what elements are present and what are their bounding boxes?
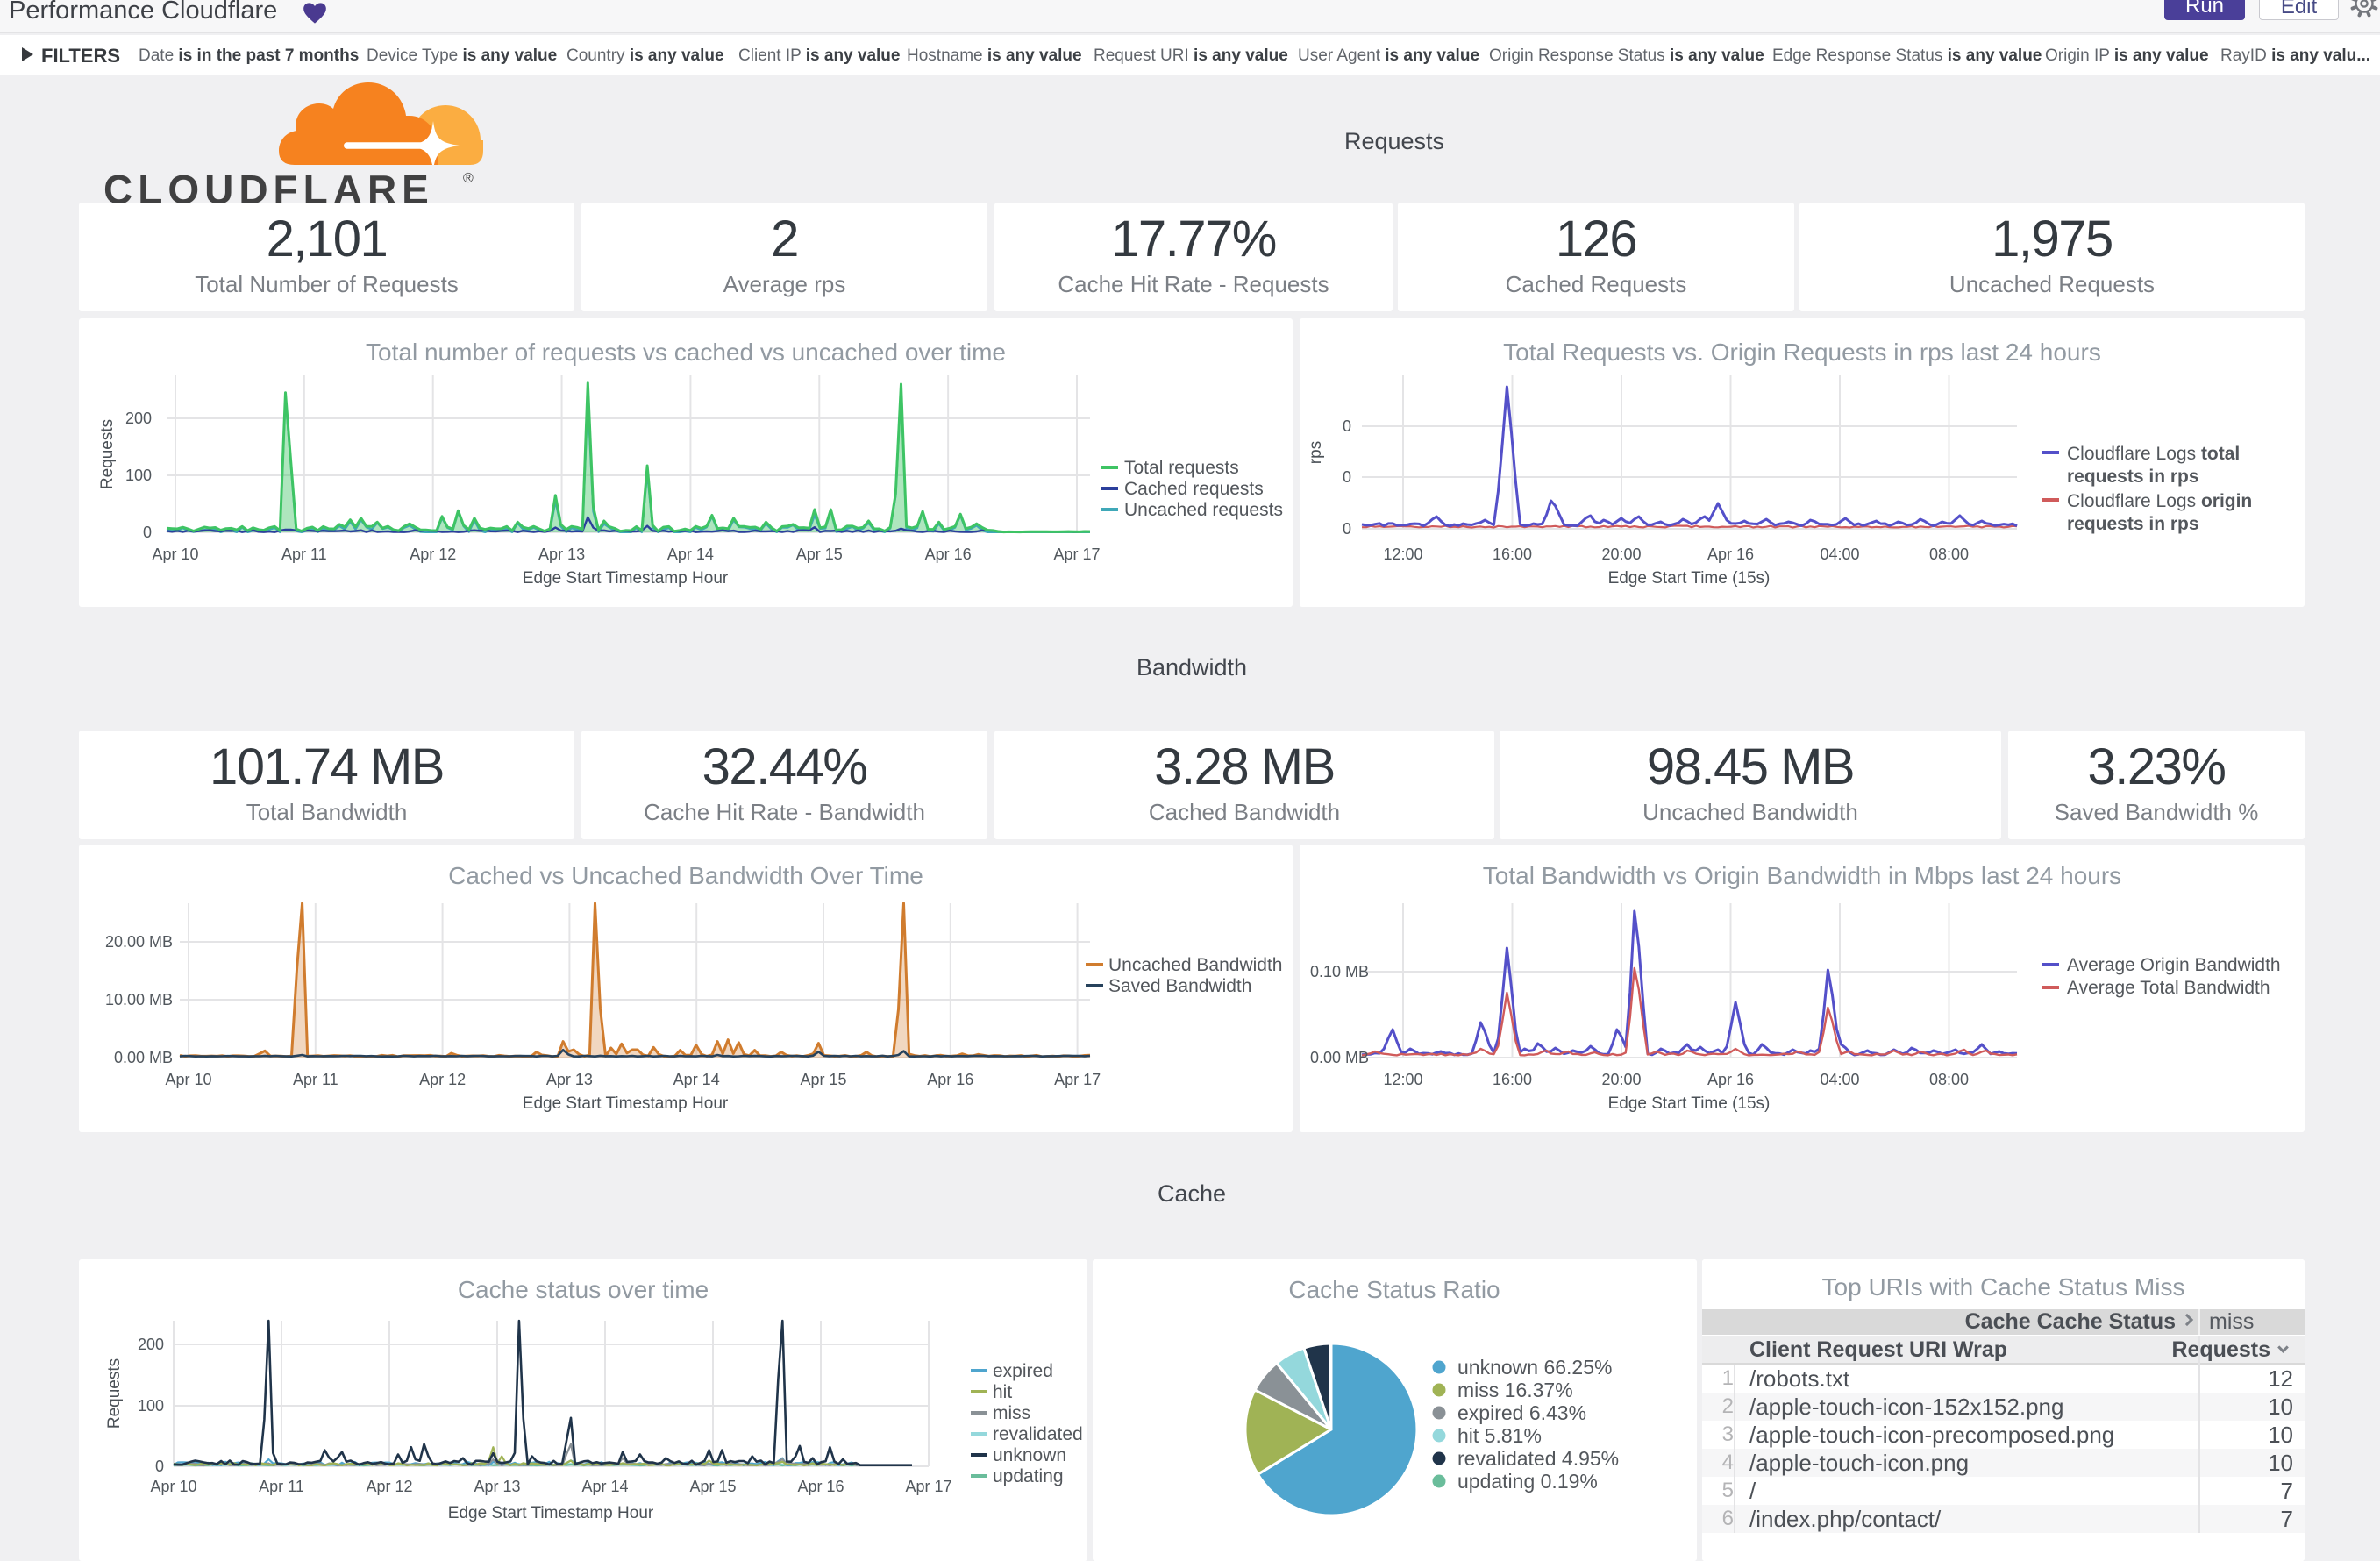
svg-text:Average Total Bandwidth: Average Total Bandwidth [2067,978,2270,998]
svg-text:miss 16.37%: miss 16.37% [1457,1379,1573,1401]
svg-text:12:00: 12:00 [1383,1071,1422,1088]
svg-text:20:00: 20:00 [1601,1071,1641,1088]
svg-text:updating: updating [993,1466,1064,1486]
svg-text:08:00: 08:00 [1929,545,1969,563]
svg-text:04:00: 04:00 [1820,545,1859,563]
svg-text:Total requests: Total requests [1124,458,1239,478]
svg-text:Requests: Requests [98,419,117,489]
svg-text:expired 6.43%: expired 6.43% [1457,1401,1586,1424]
svg-text:Total Bandwidth vs Origin Band: Total Bandwidth vs Origin Bandwidth in M… [1483,862,2121,889]
svg-text:Total number of requests vs ca: Total number of requests vs cached vs un… [366,339,1006,366]
svg-text:Apr 10: Apr 10 [150,1478,196,1495]
svg-text:0: 0 [1343,468,1351,486]
svg-text:Apr 15: Apr 15 [689,1478,736,1495]
svg-text:Apr 17: Apr 17 [905,1478,951,1495]
svg-text:20.00 MB: 20.00 MB [105,933,173,951]
svg-text:rps: rps [1307,441,1325,464]
svg-text:0.00 MB: 0.00 MB [114,1049,173,1066]
svg-text:100: 100 [138,1397,164,1415]
svg-text:Apr 12: Apr 12 [410,545,456,563]
svg-text:Apr 17: Apr 17 [1054,1071,1101,1088]
svg-text:Cloudflare Logs total: Cloudflare Logs total [2067,444,2240,464]
svg-text:requests in rps: requests in rps [2067,467,2199,487]
svg-text:Apr 14: Apr 14 [673,1071,720,1088]
svg-text:Apr 10: Apr 10 [152,545,198,563]
svg-text:®: ® [463,171,474,186]
svg-text:Apr 14: Apr 14 [581,1478,628,1495]
svg-text:Apr 13: Apr 13 [538,545,585,563]
svg-text:Total Requests vs. Origin Requ: Total Requests vs. Origin Requests in rp… [1503,339,2101,366]
svg-text:Average Origin Bandwidth: Average Origin Bandwidth [2067,955,2281,975]
svg-text:Apr 13: Apr 13 [546,1071,593,1088]
svg-text:updating 0.19%: updating 0.19% [1457,1470,1598,1493]
svg-text:Cache Status Ratio: Cache Status Ratio [1288,1276,1500,1303]
svg-text:Apr 14: Apr 14 [667,545,714,563]
svg-text:16:00: 16:00 [1493,545,1532,563]
svg-text:Apr 16: Apr 16 [1707,1071,1754,1088]
svg-text:0: 0 [143,524,152,541]
svg-text:Saved Bandwidth: Saved Bandwidth [1108,976,1251,996]
svg-text:Cached vs Uncached Bandwidth O: Cached vs Uncached Bandwidth Over Time [448,862,923,889]
svg-text:revalidated: revalidated [993,1424,1083,1444]
svg-text:Apr 11: Apr 11 [259,1478,304,1495]
svg-text:Apr 16: Apr 16 [925,545,972,563]
svg-text:Apr 15: Apr 15 [796,545,843,563]
svg-text:08:00: 08:00 [1929,1071,1969,1088]
svg-text:expired: expired [993,1361,1053,1381]
svg-text:Apr 12: Apr 12 [419,1071,466,1088]
svg-text:Cache status over time: Cache status over time [458,1276,709,1303]
svg-text:hit 5.81%: hit 5.81% [1457,1424,1542,1447]
svg-text:04:00: 04:00 [1820,1071,1859,1088]
svg-text:Requests: Requests [105,1358,124,1429]
svg-text:0: 0 [1343,417,1351,435]
svg-text:Edge Start Timestamp Hour: Edge Start Timestamp Hour [523,1094,729,1113]
svg-text:Apr 16: Apr 16 [1707,545,1754,563]
svg-text:Edge Start Timestamp Hour: Edge Start Timestamp Hour [523,569,729,588]
svg-text:Apr 10: Apr 10 [165,1071,211,1088]
svg-text:Edge Start Time (15s): Edge Start Time (15s) [1608,569,1771,588]
svg-text:Apr 15: Apr 15 [800,1071,846,1088]
svg-text:Cloudflare Logs origin: Cloudflare Logs origin [2067,491,2252,511]
svg-text:Apr 16: Apr 16 [927,1071,973,1088]
svg-text:16:00: 16:00 [1493,1071,1532,1088]
svg-text:100: 100 [125,467,152,484]
svg-text:hit: hit [993,1382,1012,1402]
svg-text:200: 200 [138,1336,164,1353]
svg-text:unknown 66.25%: unknown 66.25% [1457,1356,1612,1379]
svg-text:Edge Start Timestamp Hour: Edge Start Timestamp Hour [448,1504,654,1522]
svg-text:Uncached requests: Uncached requests [1124,500,1283,520]
svg-text:200: 200 [125,410,152,427]
svg-text:miss: miss [993,1403,1030,1423]
svg-text:Apr 17: Apr 17 [1053,545,1100,563]
svg-text:Apr 13: Apr 13 [474,1478,520,1495]
svg-text:0.00 MB: 0.00 MB [1310,1049,1369,1066]
svg-text:Apr 11: Apr 11 [293,1071,338,1088]
svg-text:Apr 11: Apr 11 [281,545,327,563]
svg-text:CLOUDFLARE: CLOUDFLARE [103,167,434,209]
svg-text:Cached requests: Cached requests [1124,479,1264,499]
svg-text:requests in rps: requests in rps [2067,514,2199,534]
svg-text:Apr 16: Apr 16 [797,1478,844,1495]
svg-text:Apr 12: Apr 12 [366,1478,412,1495]
svg-text:Uncached Bandwidth: Uncached Bandwidth [1108,955,1282,975]
svg-text:unknown: unknown [993,1445,1066,1465]
svg-text:0: 0 [155,1458,164,1475]
svg-text:0: 0 [1343,520,1351,538]
svg-text:10.00 MB: 10.00 MB [105,991,173,1009]
svg-text:Edge Start Time (15s): Edge Start Time (15s) [1608,1094,1771,1113]
svg-text:revalidated 4.95%: revalidated 4.95% [1457,1447,1619,1470]
svg-text:20:00: 20:00 [1601,545,1641,563]
svg-text:0.10 MB: 0.10 MB [1310,963,1369,980]
svg-text:12:00: 12:00 [1383,545,1422,563]
